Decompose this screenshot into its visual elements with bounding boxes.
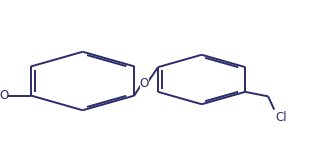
Text: Cl: Cl (276, 111, 287, 124)
Text: O: O (140, 77, 149, 90)
Text: O: O (0, 89, 8, 102)
